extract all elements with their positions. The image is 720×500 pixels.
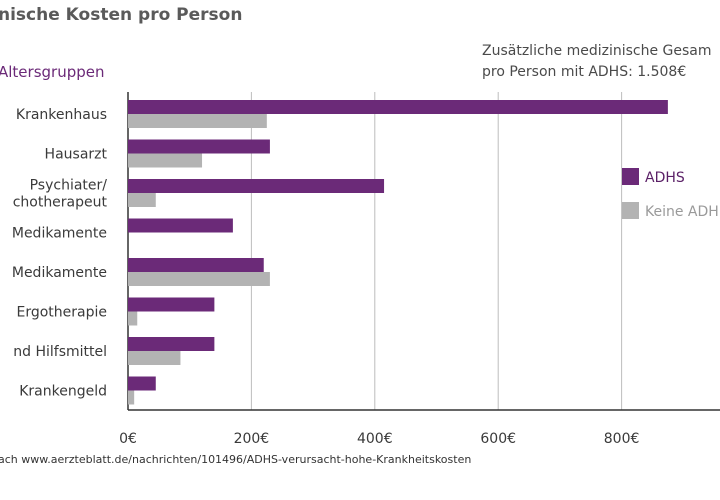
x-tick-label: 800€ (604, 431, 640, 447)
bars (128, 100, 668, 405)
annotation-line-2: pro Person mit ADHS: 1.508€ (482, 64, 686, 80)
bar (128, 100, 668, 114)
bar (128, 153, 203, 168)
category-label: Psychiater/ (30, 178, 108, 194)
bar (128, 258, 264, 272)
annotation-line-1: Zusätzliche medizinische Gesam (482, 43, 712, 59)
x-tick-label: 0€ (119, 431, 137, 447)
x-tick-label: 600€ (480, 431, 516, 447)
chart-title: nische Kosten pro Person (0, 5, 242, 25)
category-label: Medikamente (12, 265, 107, 281)
x-tick-label: 400€ (357, 431, 393, 447)
category-label: Hausarzt (45, 147, 108, 163)
x-axis: 0€200€400€600€800€1 (119, 431, 640, 447)
legend: ADHS Keine ADH (622, 168, 719, 220)
legend-swatch (622, 202, 639, 219)
legend-label: Keine ADH (645, 204, 719, 220)
category-label: nd Hilfsmittel (13, 344, 107, 360)
bar (128, 337, 215, 351)
bar (128, 114, 267, 128)
x-tick-label: 200€ (234, 431, 270, 447)
category-label: chotherapeut (13, 195, 108, 211)
bar (128, 139, 270, 154)
legend-label: ADHS (645, 170, 685, 186)
bar (128, 376, 156, 391)
category-label: Krankengeld (19, 384, 107, 400)
source-note: ach www.aerzteblatt.de/nachrichten/10149… (0, 453, 471, 466)
category-label: Ergotherapie (16, 305, 107, 321)
bar (128, 193, 156, 207)
category-label: Medikamente (12, 226, 107, 242)
bar (128, 179, 385, 193)
bar (128, 311, 138, 326)
bar (128, 390, 135, 405)
legend-swatch (622, 168, 639, 185)
chart-subtitle: Altersgruppen (0, 63, 105, 81)
bar (128, 297, 215, 312)
bar (128, 272, 270, 286)
category-labels: Krankenhaus Hausarzt Psychiater/chotherape… (12, 107, 108, 400)
bar (128, 218, 233, 233)
bar (128, 351, 181, 365)
category-label: Krankenhaus (16, 107, 107, 123)
